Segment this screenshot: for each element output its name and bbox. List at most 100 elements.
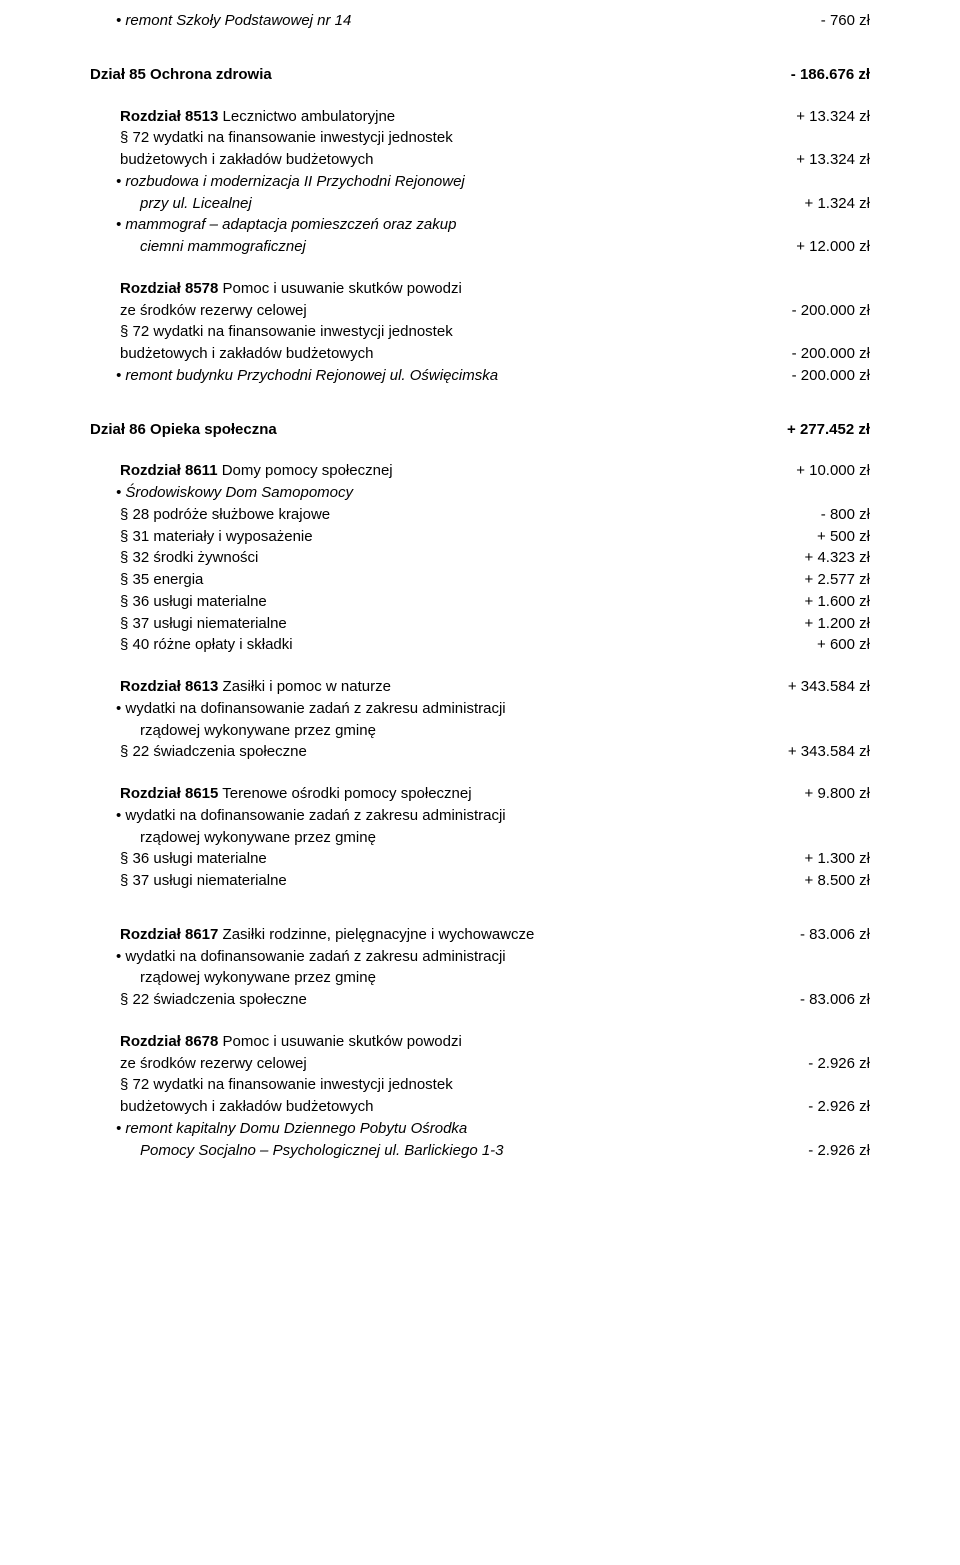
subsection-amount: + 13.324 zł	[796, 106, 870, 128]
subsection-label: Rozdział 8678 Pomoc i usuwanie skutków p…	[120, 1031, 870, 1053]
item-amount: - 760 zł	[821, 10, 870, 32]
item-amount: - 200.000 zł	[792, 365, 870, 387]
item-label: § 32 środki żywności	[120, 547, 805, 569]
item-amount: + 4.323 zł	[805, 547, 870, 569]
item-label: § 36 usługi materialne	[120, 848, 805, 870]
subsection-rest: Pomoc i usuwanie skutków powodzi	[218, 280, 461, 297]
line-item: rozbudowa i modernizacja II Przychodni R…	[90, 171, 870, 193]
line-item: remont budynku Przychodni Rejonowej ul. …	[90, 365, 870, 387]
item-label: § 31 materiały i wyposażenie	[120, 526, 817, 548]
document-page: remont Szkoły Podstawowej nr 14 - 760 zł…	[0, 0, 960, 1201]
item-amount: + 1.200 zł	[805, 613, 870, 635]
item-label: wydatki na dofinansowanie zadań z zakres…	[116, 946, 870, 968]
item-amount: - 2.926 zł	[808, 1096, 870, 1118]
item-amount: + 8.500 zł	[805, 870, 870, 892]
line-item: Pomocy Socjalno – Psychologicznej ul. Ba…	[90, 1140, 870, 1162]
item-label: remont Szkoły Podstawowej nr 14	[116, 10, 821, 32]
subsection-label: Rozdział 8615 Terenowe ośrodki pomocy sp…	[120, 783, 805, 805]
item-label: § 28 podróże służbowe krajowe	[120, 504, 821, 526]
item-amount: - 200.000 zł	[792, 300, 870, 322]
item-label: wydatki na dofinansowanie zadań z zakres…	[116, 805, 870, 827]
item-label: budżetowych i zakładów budżetowych	[120, 149, 796, 171]
line-item: Środowiskowy Dom Samopomocy	[90, 482, 870, 504]
line-item: wydatki na dofinansowanie zadań z zakres…	[90, 698, 870, 720]
subsection-code: Rozdział 8615	[120, 785, 218, 802]
subsection-code: Rozdział 8678	[120, 1033, 218, 1050]
line-item: § 22 świadczenia społeczne - 83.006 zł	[90, 989, 870, 1011]
item-amount: - 800 zł	[821, 504, 870, 526]
item-amount: + 1.600 zł	[805, 591, 870, 613]
item-label: § 22 świadczenia społeczne	[120, 741, 788, 763]
item-amount: - 200.000 zł	[792, 343, 870, 365]
subsection-header: Rozdział 8611 Domy pomocy społecznej + 1…	[90, 460, 870, 482]
subsection-amount: + 9.800 zł	[805, 783, 870, 805]
subsection-header: Rozdział 8578 Pomoc i usuwanie skutków p…	[90, 278, 870, 300]
item-amount: + 1.324 zł	[805, 193, 870, 215]
item-label: § 37 usługi niematerialne	[120, 613, 805, 635]
item-label: § 40 różne opłaty i składki	[120, 634, 817, 656]
item-label: § 36 usługi materialne	[120, 591, 805, 613]
line-item: § 31 materiały i wyposażenie + 500 zł	[90, 526, 870, 548]
subsection-code: Rozdział 8513	[120, 108, 218, 125]
subsection-code: Rozdział 8617	[120, 926, 218, 943]
item-label: rządowej wykonywane przez gminę	[140, 720, 870, 742]
subsection-header: Rozdział 8615 Terenowe ośrodki pomocy sp…	[90, 783, 870, 805]
item-amount: + 1.300 zł	[805, 848, 870, 870]
line-item: przy ul. Licealnej + 1.324 zł	[90, 193, 870, 215]
subsection-header: Rozdział 8613 Zasiłki i pomoc w naturze …	[90, 676, 870, 698]
subsection-rest: Domy pomocy społecznej	[218, 462, 393, 479]
subsection-code: Rozdział 8578	[120, 280, 218, 297]
line-item: budżetowych i zakładów budżetowych + 13.…	[90, 149, 870, 171]
item-amount: + 13.324 zł	[796, 149, 870, 171]
item-amount: + 500 zł	[817, 526, 870, 548]
line-item: § 22 świadczenia społeczne + 343.584 zł	[90, 741, 870, 763]
section-title: Dział 86 Opieka społeczna	[90, 419, 787, 441]
line-item: § 36 usługi materialne + 1.300 zł	[90, 848, 870, 870]
subsection-amount: + 343.584 zł	[788, 676, 870, 698]
subsection-label: Rozdział 8617 Zasiłki rodzinne, pielęgna…	[120, 924, 800, 946]
subsection-amount: - 83.006 zł	[800, 924, 870, 946]
section-header: Dział 86 Opieka społeczna + 277.452 zł	[90, 419, 870, 441]
item-label: remont budynku Przychodni Rejonowej ul. …	[116, 365, 792, 387]
subsection-amount: + 10.000 zł	[796, 460, 870, 482]
line-item: rządowej wykonywane przez gminę	[90, 967, 870, 989]
subsection-rest: Lecznictwo ambulatoryjne	[218, 108, 395, 125]
line-item: § 72 wydatki na finansowanie inwestycji …	[90, 321, 870, 343]
section-header: Dział 85 Ochrona zdrowia - 186.676 zł	[90, 64, 870, 86]
line-item: § 72 wydatki na finansowanie inwestycji …	[90, 1074, 870, 1096]
item-label: Pomocy Socjalno – Psychologicznej ul. Ba…	[140, 1140, 808, 1162]
section-amount: - 186.676 zł	[791, 64, 870, 86]
subsection-code: Rozdział 8611	[120, 462, 218, 479]
item-label: § 35 energia	[120, 569, 805, 591]
item-label: budżetowych i zakładów budżetowych	[120, 1096, 808, 1118]
subsection-header: Rozdział 8513 Lecznictwo ambulatoryjne +…	[90, 106, 870, 128]
line-item: ciemni mammograficznej + 12.000 zł	[90, 236, 870, 258]
item-label: mammograf – adaptacja pomieszczeń oraz z…	[116, 214, 870, 236]
subsection-header: Rozdział 8678 Pomoc i usuwanie skutków p…	[90, 1031, 870, 1053]
line-item: ze środków rezerwy celowej - 2.926 zł	[90, 1053, 870, 1075]
item-label: remont kapitalny Domu Dziennego Pobytu O…	[116, 1118, 870, 1140]
line-item: wydatki na dofinansowanie zadań z zakres…	[90, 946, 870, 968]
item-amount: + 600 zł	[817, 634, 870, 656]
line-item: § 36 usługi materialne + 1.600 zł	[90, 591, 870, 613]
subsection-label: Rozdział 8613 Zasiłki i pomoc w naturze	[120, 676, 788, 698]
item-amount: - 2.926 zł	[808, 1140, 870, 1162]
item-label: rządowej wykonywane przez gminę	[140, 967, 870, 989]
section-title: Dział 85 Ochrona zdrowia	[90, 64, 791, 86]
line-item: § 37 usługi niematerialne + 8.500 zł	[90, 870, 870, 892]
item-label: ze środków rezerwy celowej	[120, 1053, 808, 1075]
line-item: § 35 energia + 2.577 zł	[90, 569, 870, 591]
line-item: § 37 usługi niematerialne + 1.200 zł	[90, 613, 870, 635]
line-item: § 40 różne opłaty i składki + 600 zł	[90, 634, 870, 656]
item-label: rozbudowa i modernizacja II Przychodni R…	[116, 171, 870, 193]
subsection-rest: Pomoc i usuwanie skutków powodzi	[218, 1033, 461, 1050]
line-item: mammograf – adaptacja pomieszczeń oraz z…	[90, 214, 870, 236]
subsection-label: Rozdział 8611 Domy pomocy społecznej	[120, 460, 796, 482]
item-label: ze środków rezerwy celowej	[120, 300, 792, 322]
item-label: § 22 świadczenia społeczne	[120, 989, 800, 1011]
subsection-rest: Zasiłki i pomoc w naturze	[218, 678, 391, 695]
subsection-label: Rozdział 8578 Pomoc i usuwanie skutków p…	[120, 278, 870, 300]
line-item: ze środków rezerwy celowej - 200.000 zł	[90, 300, 870, 322]
item-label: Środowiskowy Dom Samopomocy	[116, 482, 870, 504]
line-item: wydatki na dofinansowanie zadań z zakres…	[90, 805, 870, 827]
